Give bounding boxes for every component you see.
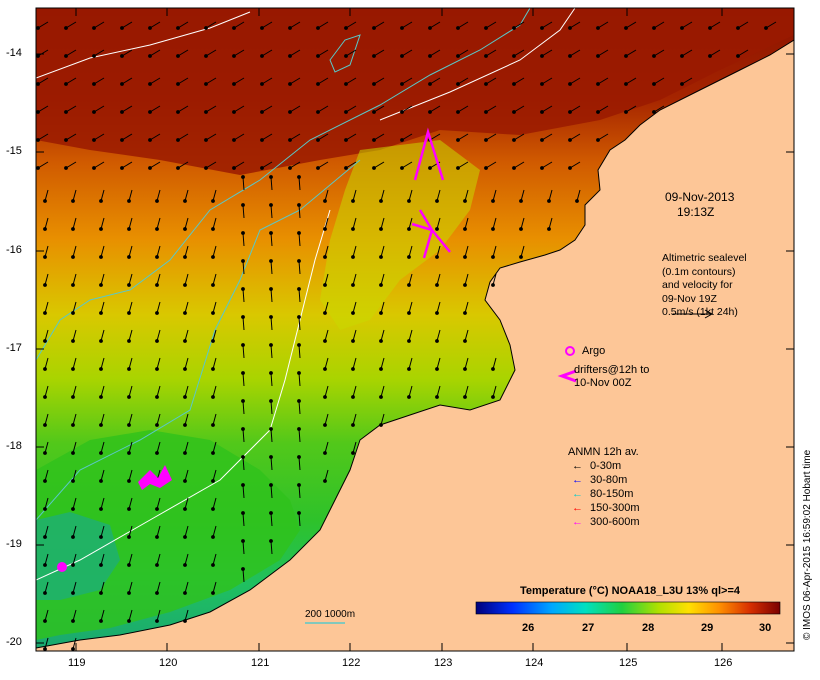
latitude-tick-label: -15 xyxy=(6,145,22,157)
longitude-tick-label: 121 xyxy=(251,657,270,669)
colorbar-title: Temperature (°C) NOAA18_L3U 13% ql>=4 xyxy=(520,585,740,597)
colorbar-tick-label: 27 xyxy=(582,622,595,634)
sst-coldest-patch xyxy=(36,512,120,600)
arrow-left-icon: ← xyxy=(572,460,583,472)
latitude-tick-label: -19 xyxy=(6,538,22,550)
argo-cluster xyxy=(57,465,172,572)
anmn-legend-entry: ← 30-80m xyxy=(572,474,627,486)
sst-warm-band xyxy=(36,8,794,175)
longitude-tick-label: 120 xyxy=(159,657,178,669)
isobath-label: 200 1000m xyxy=(305,609,356,620)
scale-arrow-icon xyxy=(673,309,714,319)
arrow-left-icon: ← xyxy=(572,474,583,486)
argo-label: Argo xyxy=(582,345,606,357)
longitude-tick-label: 122 xyxy=(342,657,361,669)
arrow-left-icon: ← xyxy=(572,502,583,514)
velocity-vectors xyxy=(36,21,777,651)
latitude-tick-label: -18 xyxy=(6,440,22,452)
plot-frame xyxy=(35,7,795,652)
coastline xyxy=(36,39,794,649)
latitude-tick-label: -20 xyxy=(6,636,22,648)
map-time: 19:13Z xyxy=(677,205,715,219)
drifter-legend-icon xyxy=(557,369,577,383)
anmn-title: ANMN 12h av. xyxy=(568,446,639,458)
altimetry-note-line: 09-Nov 19Z xyxy=(662,292,717,305)
colorbar xyxy=(475,601,781,615)
latitude-tick-label: -16 xyxy=(6,244,22,256)
anmn-legend-label: 80-150m xyxy=(590,488,634,500)
altimetry-note-line: 0.5m/s (1kt 24h) xyxy=(662,306,738,318)
longitude-tick-label: 119 xyxy=(68,657,86,669)
anmn-legend-entry: ← 150-300m xyxy=(572,502,640,514)
credit-text: © IMOS 06-Apr-2015 16:59:02 Hobart time xyxy=(802,449,813,640)
longitude-tick-label: 123 xyxy=(434,657,453,669)
longitude-tick-label: 126 xyxy=(714,657,733,669)
longitude-tick-label: 124 xyxy=(525,657,544,669)
anmn-legend-label: 30-80m xyxy=(590,474,628,486)
map-date: 09-Nov-2013 xyxy=(665,190,735,204)
drifter-tracks xyxy=(411,127,451,259)
colorbar-tick-label: 26 xyxy=(522,622,535,634)
anmn-legend-label: 300-600m xyxy=(590,516,640,528)
anmn-legend-entry: ← 80-150m xyxy=(572,488,633,500)
isobath-lines xyxy=(36,8,531,521)
arrow-left-icon: ← xyxy=(572,516,583,528)
anmn-legend-label: 0-30m xyxy=(590,460,622,472)
axis-ticks xyxy=(36,8,794,651)
drifters-label-line2: 10-Nov 00Z xyxy=(574,377,632,389)
latitude-tick-label: -14 xyxy=(6,47,22,59)
argo-legend-icon xyxy=(565,346,575,356)
altimetry-note: Altimetric sealevel (0.1m contours) and … xyxy=(662,252,747,320)
latitude-tick-label: -17 xyxy=(6,342,22,354)
colorbar-tick-label: 28 xyxy=(642,622,655,634)
anmn-legend-entry: ← 300-600m xyxy=(572,516,640,528)
altimetry-note-line: and velocity for xyxy=(662,279,733,291)
longitude-tick-label: 125 xyxy=(619,657,638,669)
drifters-label-line1: drifters@12h to xyxy=(574,364,650,376)
colorbar-tick-label: 29 xyxy=(701,622,714,634)
anmn-legend-label: 150-300m xyxy=(590,502,640,514)
arrow-left-icon: ← xyxy=(572,488,583,500)
altimetry-note-line: Altimetric sealevel xyxy=(662,252,747,264)
altimetry-note-line: (0.1m contours) xyxy=(662,265,736,278)
colorbar-tick-label: 30 xyxy=(759,622,772,634)
sst-yellow-tongue xyxy=(320,140,480,330)
anmn-legend-entry: ← 0-30m xyxy=(572,460,621,472)
